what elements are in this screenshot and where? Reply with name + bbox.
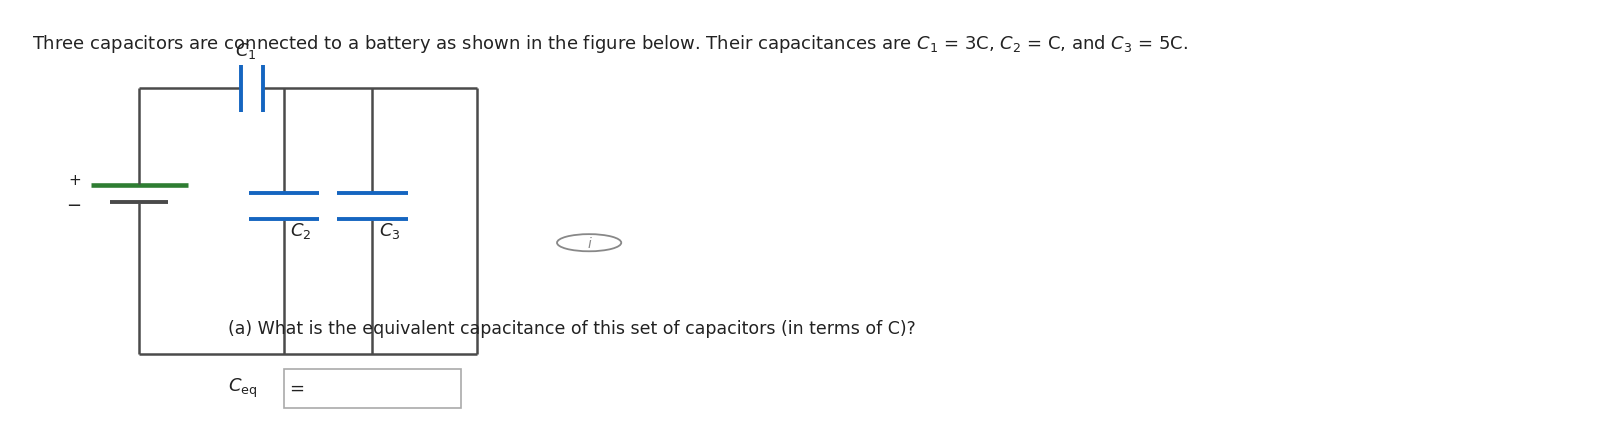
Text: $C_3$: $C_3$: [379, 221, 400, 241]
Text: −: −: [66, 197, 82, 215]
Text: Three capacitors are connected to a battery as shown in the figure below. Their : Three capacitors are connected to a batt…: [32, 33, 1188, 55]
Text: i: i: [587, 237, 592, 250]
Text: +: +: [69, 173, 82, 188]
Text: (a) What is the equivalent capacitance of this set of capacitors (in terms of C): (a) What is the equivalent capacitance o…: [227, 320, 916, 338]
Text: =: =: [289, 379, 303, 398]
Text: $C_1$: $C_1$: [235, 41, 256, 61]
FancyBboxPatch shape: [284, 369, 461, 408]
Text: $C_2$: $C_2$: [290, 221, 311, 241]
Text: $C_{\mathrm{eq}}$: $C_{\mathrm{eq}}$: [227, 377, 256, 400]
